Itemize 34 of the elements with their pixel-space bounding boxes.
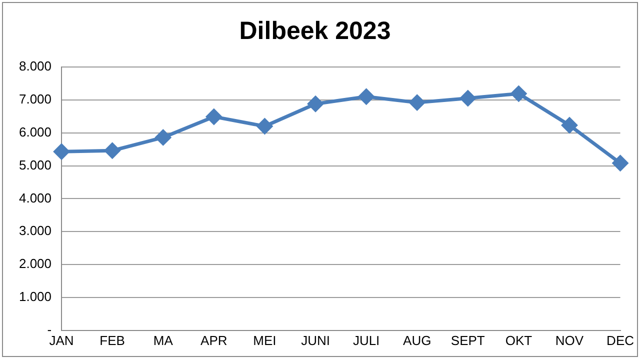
y-tick-label: 7.000 <box>18 92 52 107</box>
y-tick-label: 1.000 <box>18 289 52 304</box>
point <box>308 96 324 112</box>
chart-title: Dilbeek 2023 <box>239 16 391 45</box>
x-tick-label: MEI <box>253 332 276 348</box>
y-tick-label: 6.000 <box>18 124 52 140</box>
x-tick-label: JAN <box>49 332 74 348</box>
point <box>155 130 171 146</box>
x-tick-label: DEC <box>606 332 634 348</box>
point <box>104 142 120 158</box>
point <box>409 94 425 110</box>
x-tick-label: SEPT <box>450 332 485 348</box>
y-tick-label: 8.000 <box>18 58 52 74</box>
point <box>562 118 578 134</box>
x-tick-label: JULI <box>352 332 380 348</box>
y-tick-label: - <box>47 322 52 337</box>
x-tick-label: FEB <box>100 332 125 348</box>
point <box>510 86 526 102</box>
point <box>612 155 628 171</box>
point <box>54 144 70 160</box>
x-tick-label: NOV <box>555 332 584 348</box>
y-tick-label: 2.000 <box>18 256 52 272</box>
point <box>256 118 272 134</box>
x-tick-label: APR <box>200 332 228 348</box>
y-tick-label: 3.000 <box>18 223 52 238</box>
y-tick-label: 5.000 <box>18 157 52 172</box>
point <box>206 108 222 124</box>
x-tick-label: AUG <box>403 332 432 348</box>
y-tick-label: 4.000 <box>18 190 52 206</box>
x-tick-label: JUNI <box>301 332 330 348</box>
point <box>460 90 476 106</box>
x-tick-label: MA <box>153 332 174 348</box>
x-tick-label: OKT <box>505 332 532 348</box>
point <box>358 88 374 104</box>
